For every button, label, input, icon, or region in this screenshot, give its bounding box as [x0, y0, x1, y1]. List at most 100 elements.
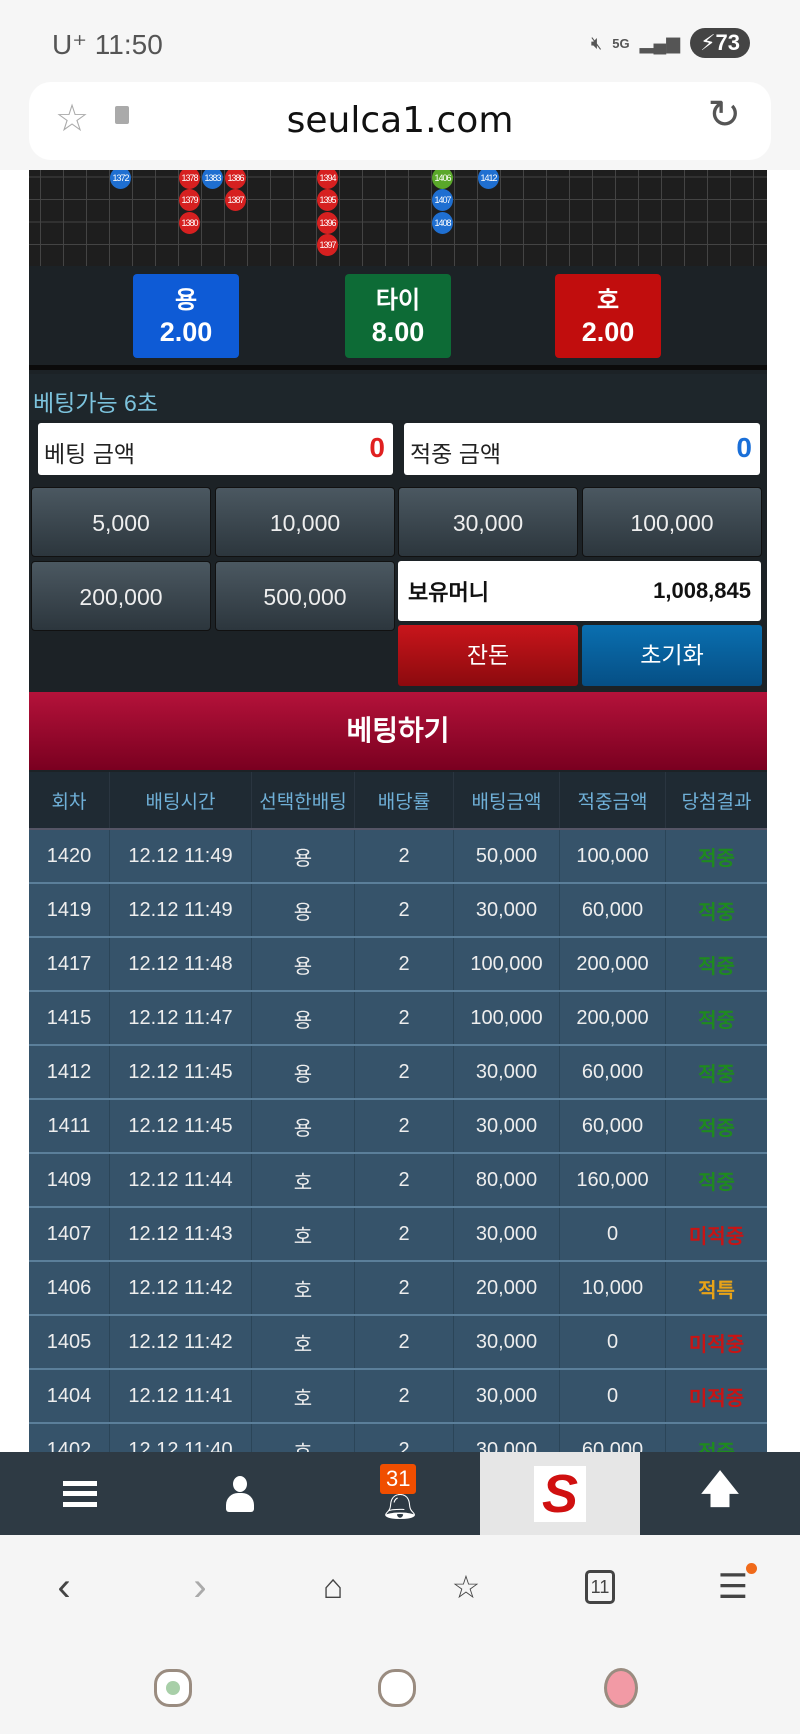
site-logo-button[interactable]: S [480, 1452, 640, 1535]
cell-result: 미적중 [688, 1225, 745, 1248]
profile-button[interactable] [160, 1452, 320, 1535]
bead-dragon: 1372 [110, 170, 131, 189]
lock-icon [115, 106, 129, 124]
col-round: 회차 [29, 772, 110, 828]
bet-tie-button[interactable]: 타이 8.00 [345, 274, 451, 358]
cell-odds: 2 [355, 884, 454, 936]
chip-200000-button[interactable]: 200,000 [31, 561, 211, 631]
col-choice: 선택한배팅 [252, 772, 355, 828]
cell-round: 1404 [29, 1370, 110, 1422]
chip-30000-button[interactable]: 30,000 [398, 487, 578, 557]
cell-choice: 용 [252, 938, 355, 990]
cell-round: 1412 [29, 1046, 110, 1098]
notifications-button[interactable]: 🔔︎ 31 [320, 1452, 480, 1535]
cell-time: 12.12 11:43 [110, 1208, 252, 1260]
balance-box: 보유머니 1,008,845 [398, 561, 761, 621]
cell-choice: 호 [252, 1154, 355, 1206]
cell-choice: 용 [252, 1100, 355, 1152]
betting-timer: 베팅가능 6초 [29, 374, 767, 420]
table-row: 1415 12.12 11:47 용 2 100,000 200,000 적중 [29, 992, 767, 1046]
flower-icon[interactable] [148, 1663, 198, 1713]
menu-icon: ☰ [717, 1568, 749, 1606]
cell-time: 12.12 11:45 [110, 1046, 252, 1098]
signal-icon: ▂▄▆ [639, 32, 681, 53]
cell-round: 1411 [29, 1100, 110, 1152]
forward-button[interactable]: › [170, 1565, 230, 1609]
cell-odds: 2 [355, 1316, 454, 1368]
menu-button[interactable] [0, 1452, 160, 1535]
chevron-left-icon: ‹ [57, 1564, 71, 1609]
cell-bet-amount: 30,000 [454, 1316, 560, 1368]
cell-bet-amount: 50,000 [454, 830, 560, 882]
cell-odds: 2 [355, 1262, 454, 1314]
cell-result: 적중 [698, 955, 735, 978]
star-list-icon: ☆ [451, 1569, 481, 1605]
tabs-button[interactable]: 11 [570, 1565, 630, 1609]
bookmark-star-icon[interactable]: ☆ [55, 98, 90, 140]
tabs-icon: 11 [585, 1570, 615, 1604]
table-row: 1404 12.12 11:41 호 2 30,000 0 미적중 [29, 1370, 767, 1424]
bead-tiger: 1378 [179, 170, 200, 189]
cell-result: 적중 [698, 1171, 735, 1194]
bead-dragon: 1407 [432, 189, 453, 211]
home-button[interactable]: ⌂ [303, 1565, 363, 1609]
bead-tiger: 1386 [225, 170, 246, 189]
cell-bet-amount: 30,000 [454, 1208, 560, 1260]
chip-500000-button[interactable]: 500,000 [215, 561, 395, 631]
cell-win-amount: 60,000 [560, 1100, 666, 1152]
option-odds: 2.00 [581, 317, 635, 347]
address-field[interactable]: ☆ seulca1.com ↻ [29, 82, 771, 160]
cell-result: 적중 [698, 1009, 735, 1032]
table-row: 1407 12.12 11:43 호 2 30,000 0 미적중 [29, 1208, 767, 1262]
bet-amount-box: 베팅 금액 0 [38, 423, 393, 475]
place-bet-button[interactable]: 베팅하기 [29, 692, 767, 770]
cell-choice: 호 [252, 1262, 355, 1314]
browser-toolbar: ‹ › ⌂ ☆ 11 ☰ [0, 1535, 800, 1734]
bead-tie: 1406 [432, 170, 453, 189]
reset-button[interactable]: 초기화 [582, 625, 762, 686]
balance-value: 1,008,845 [653, 578, 751, 603]
bead-tiger: 1397 [317, 234, 338, 256]
bunny-icon[interactable] [372, 1663, 422, 1713]
clock: 11:50 [94, 29, 163, 60]
chip-5000-button[interactable]: 5,000 [31, 487, 211, 557]
col-result: 당첨결과 [681, 791, 752, 813]
cell-result: 미적중 [688, 1387, 745, 1410]
update-dot [746, 1563, 757, 1574]
change-button[interactable]: 잔돈 [398, 625, 578, 686]
bet-tiger-button[interactable]: 호 2.00 [555, 274, 661, 358]
bet-dragon-button[interactable]: 용 2.00 [133, 274, 239, 358]
cell-result: 적중 [698, 901, 735, 924]
logo-s-icon: S [534, 1465, 586, 1522]
cell-bet-amount: 30,000 [454, 1370, 560, 1422]
carrier: U⁺ [52, 29, 87, 60]
url-text[interactable]: seulca1.com [286, 100, 514, 141]
option-odds: 2.00 [159, 317, 213, 347]
reload-icon[interactable]: ↻ [707, 93, 741, 137]
chip-100000-button[interactable]: 100,000 [582, 487, 762, 557]
col-odds: 배당률 [355, 772, 454, 828]
col-win-amount: 적중금액 [560, 772, 666, 828]
status-bar: U⁺ 11:50 🔇︎ 5G ▂▄▆ ⚡73 [0, 0, 800, 80]
back-button[interactable]: ‹ [34, 1565, 94, 1609]
cell-bet-amount: 30,000 [454, 884, 560, 936]
win-amount-value: 0 [736, 432, 752, 463]
home-icon: ⌂ [322, 1567, 344, 1606]
cell-round: 1419 [29, 884, 110, 936]
game-panel: 1372 1378 1379 1380 1383 1386 1387 1394 1395 1396… [29, 170, 767, 1460]
browser-url-bar: ☆ seulca1.com ↻ [0, 80, 800, 170]
cell-time: 12.12 11:48 [110, 938, 252, 990]
cell-odds: 2 [355, 938, 454, 990]
strawberry-icon[interactable] [596, 1663, 646, 1713]
browser-menu-button[interactable]: ☰ [703, 1563, 763, 1609]
bookmarks-button[interactable]: ☆ [436, 1565, 496, 1609]
cell-win-amount: 60,000 [560, 1046, 666, 1098]
option-odds: 8.00 [371, 317, 425, 347]
cell-odds: 2 [355, 1100, 454, 1152]
chip-10000-button[interactable]: 10,000 [215, 487, 395, 557]
scroll-top-button[interactable]: 🡅 [640, 1452, 800, 1535]
table-header: 회차 배팅시간 선택한배팅 배당률 배팅금액 적중금액 당첨결과 [29, 772, 767, 830]
app-bottom-nav: 🔔︎ 31 S 🡅 [0, 1452, 800, 1535]
bet-amount-label: 베팅 금액 [44, 441, 136, 467]
mute-icon: 🔇︎ [590, 32, 603, 53]
